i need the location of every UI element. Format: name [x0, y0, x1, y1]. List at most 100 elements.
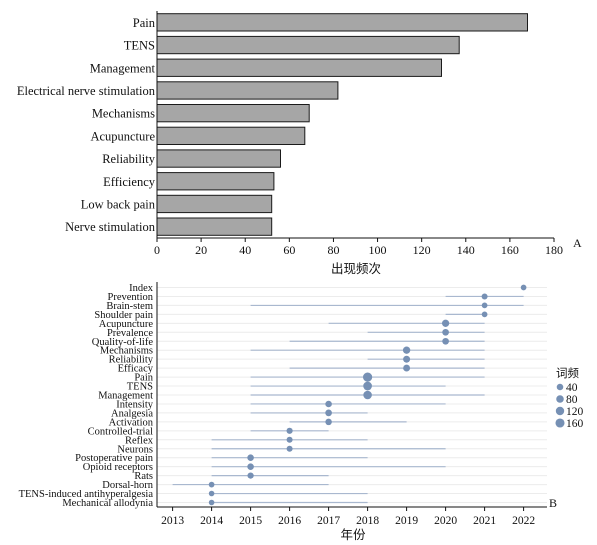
bar [156, 194, 273, 214]
keyword-label: Mechanical allodynia [62, 498, 153, 509]
panel-label: B [549, 496, 557, 510]
category-label: Pain [133, 16, 156, 30]
x-tick-label: 60 [283, 243, 295, 257]
x-tick-label: 2013 [161, 515, 184, 527]
x-axis-title: 年份 [340, 528, 366, 542]
keyword-label: TENS-induced antihyperalgesia [19, 489, 154, 500]
x-axis-title: 出现频次 [331, 262, 381, 276]
category-label: TENS [124, 39, 155, 53]
x-tick-label: 40 [239, 243, 251, 257]
x-tick-label: 20 [195, 243, 207, 257]
x-tick-label: 140 [457, 243, 475, 257]
keyword-label: Dorsal-horn [102, 480, 153, 491]
category-label: Low back pain [81, 197, 156, 211]
keyword-label: Rats [134, 471, 153, 482]
keyword-point [442, 337, 449, 345]
keyword-point [286, 436, 293, 443]
legend-marker [556, 395, 564, 403]
x-tick-label: 100 [369, 243, 387, 257]
bar [156, 126, 306, 145]
x-tick-label: 0 [154, 243, 160, 257]
x-tick-label: 2021 [473, 515, 496, 527]
keyword-label: Pain [134, 373, 153, 384]
keyword-label: Prevalence [107, 328, 153, 339]
keyword-point [520, 284, 527, 291]
legend-marker [555, 418, 565, 428]
keyword-point [402, 346, 411, 354]
keyword-point [325, 409, 332, 417]
keyword-label: Mechanisms [100, 346, 153, 357]
category-label: Mechanisms [92, 107, 155, 121]
keyword-point [325, 418, 332, 426]
keyword-point [286, 427, 293, 434]
keyword-point [208, 481, 215, 488]
keyword-label: Activation [109, 417, 154, 428]
keyword-label: Postoperative pain [75, 453, 154, 464]
legend-label: 40 [566, 382, 578, 394]
x-tick-label: 2020 [434, 515, 457, 527]
x-tick-label: 160 [501, 243, 519, 257]
category-label: Reliability [102, 152, 156, 166]
x-tick-label: 2014 [200, 515, 223, 527]
keyword-point [441, 319, 450, 327]
keyword-label: Index [129, 283, 154, 294]
keyword-point [325, 400, 332, 408]
x-tick-label: 2015 [239, 515, 262, 527]
category-label: Management [90, 61, 156, 75]
keyword-point [208, 490, 215, 497]
keyword-point [247, 463, 254, 470]
x-tick-label: 120 [413, 243, 431, 257]
legend-marker [555, 406, 565, 416]
bar [156, 13, 528, 32]
keyword-point [208, 499, 215, 506]
keyword-label: Neurons [117, 444, 153, 455]
keyword-point [403, 355, 411, 363]
keyword-label: Brain-stem [106, 301, 153, 312]
keyword-label: Efficacy [118, 364, 154, 375]
keyword-label: Quality-of-life [92, 337, 154, 348]
keyword-point [442, 328, 449, 336]
legend-marker [556, 383, 564, 391]
x-tick-label: 180 [545, 243, 563, 257]
x-tick-label: 2016 [278, 515, 301, 527]
legend-label: 160 [566, 418, 584, 430]
bar [156, 58, 442, 77]
keyword-label: Reflex [125, 435, 154, 446]
panel-label: A [573, 236, 582, 250]
x-tick-label: 2019 [395, 515, 418, 527]
legend-title: 词频 [556, 366, 579, 380]
bar [156, 104, 310, 123]
category-label: Nerve stimulation [65, 220, 156, 234]
keyword-point [286, 445, 293, 452]
keyword-point [363, 381, 372, 391]
keyword-label: Acupuncture [99, 319, 154, 330]
keyword-point [247, 454, 254, 461]
keyword-label: Reliability [109, 355, 154, 366]
keyword-point [363, 372, 373, 382]
category-label: Acupuncture [90, 129, 155, 143]
keyword-point [481, 302, 488, 309]
category-label: Efficiency [103, 175, 156, 189]
x-tick-label: 2018 [356, 515, 379, 527]
keyword-point [403, 364, 411, 372]
keyword-point [481, 311, 488, 318]
keyword-label: Management [98, 391, 153, 402]
keyword-point [247, 472, 254, 479]
x-tick-label: 2017 [317, 515, 340, 527]
keyword-label: Intensity [116, 400, 153, 411]
x-tick-label: 80 [327, 243, 339, 257]
legend-label: 80 [566, 394, 578, 406]
keyword-point [481, 293, 488, 300]
bar [156, 149, 281, 168]
keyword-label: Prevention [108, 292, 154, 303]
x-tick-label: 2022 [512, 515, 535, 527]
bar [156, 81, 339, 100]
keyword-label: Shoulder pain [94, 310, 153, 321]
keyword-label: Analgesia [111, 408, 153, 419]
category-label: Electrical nerve stimulation [17, 84, 156, 98]
keyword-label: TENS [127, 382, 153, 393]
keyword-label: Opioid receptors [83, 462, 153, 473]
